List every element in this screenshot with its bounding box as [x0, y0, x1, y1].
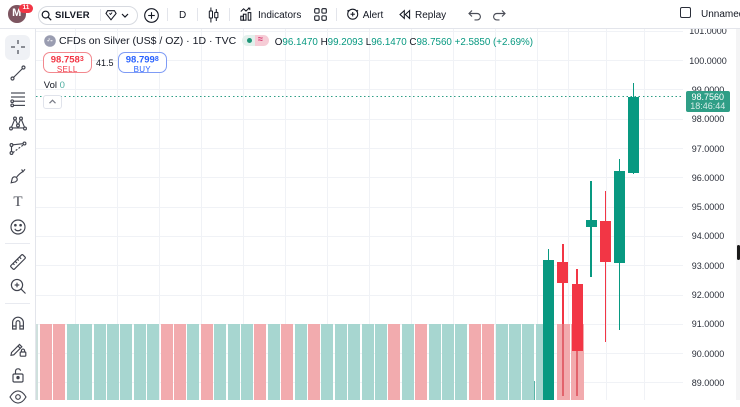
svg-text:T: T	[13, 194, 22, 210]
